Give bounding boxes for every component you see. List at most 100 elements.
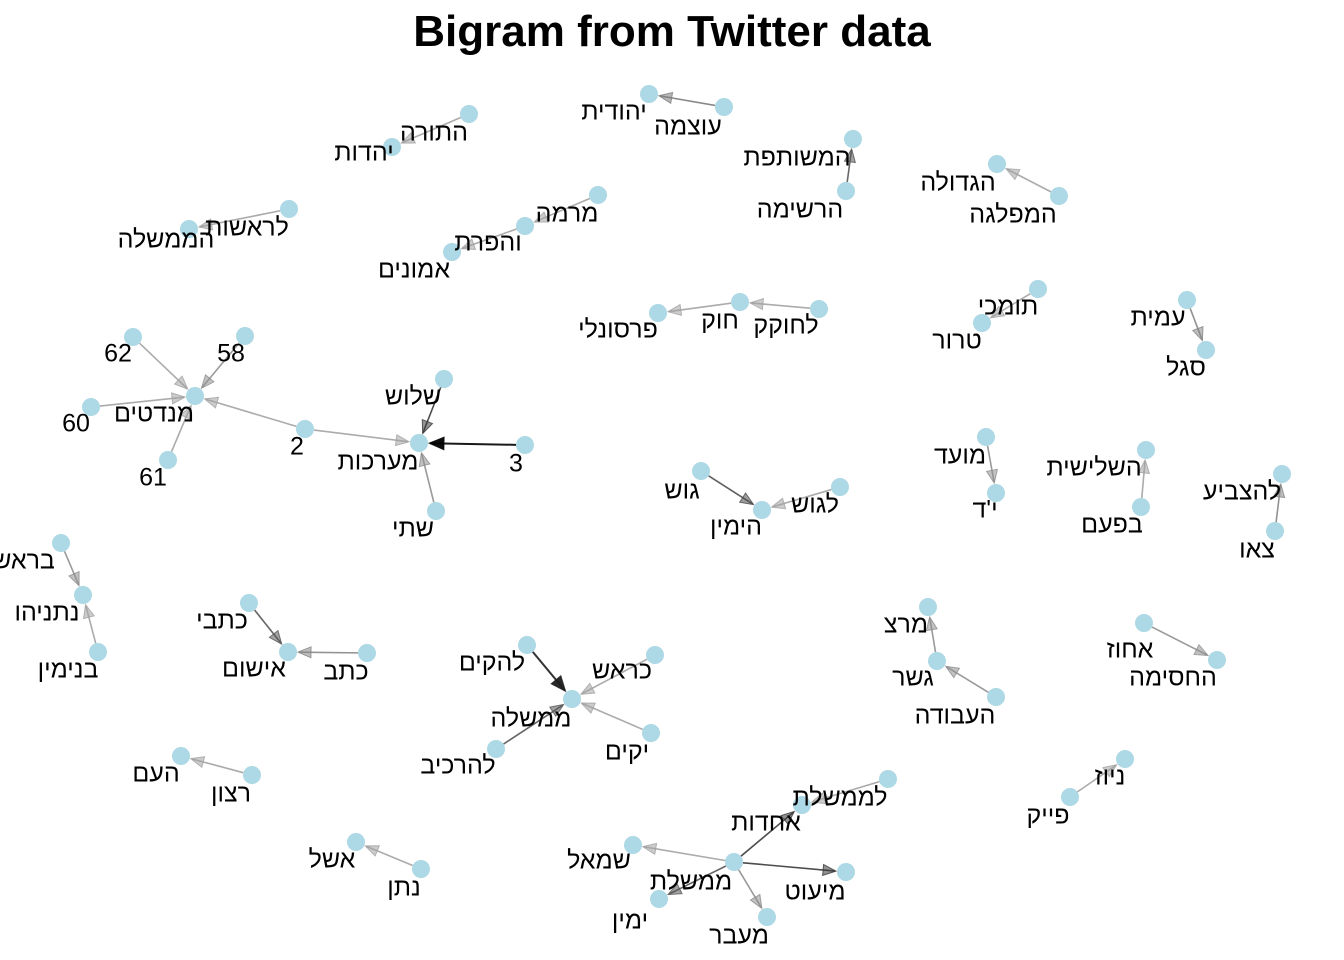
node-shalosh xyxy=(435,370,453,388)
nodes-layer xyxy=(52,85,1291,926)
node-otzma xyxy=(715,98,733,116)
edge-n2-to-mandatim xyxy=(205,398,297,428)
node-label-mandatim: מנדטים xyxy=(114,400,194,428)
node-memshala xyxy=(563,690,581,708)
node-maavar xyxy=(758,908,776,926)
arrowhead-mirma-to-vehafarat xyxy=(533,211,550,223)
node-label-hamemshala: הממשלה xyxy=(118,226,215,254)
node-meretz xyxy=(919,598,937,616)
node-hagdola xyxy=(988,155,1006,173)
node-hayamin xyxy=(753,501,771,519)
arrowhead-n62-to-mandatim xyxy=(173,375,189,390)
node-berosh xyxy=(52,534,70,552)
arrowhead-hok-to-personali xyxy=(666,303,683,317)
node-ktav xyxy=(358,644,376,662)
edge-n60-to-mandatim xyxy=(99,396,185,407)
node-label-gesher: גשר xyxy=(892,664,934,692)
node-label-n61: 61 xyxy=(139,464,167,492)
node-label-hashlishit: השלישית xyxy=(1046,454,1141,482)
node-label-hatora: התורה xyxy=(400,119,468,147)
arrowhead-vehafarat-to-emunim xyxy=(460,238,477,250)
arrowhead-n60-to-mandatim xyxy=(170,392,187,405)
node-label-hareshima: הרשימה xyxy=(757,196,843,224)
node-maarachot xyxy=(410,434,428,452)
node-label-kitvei: כתבי xyxy=(196,607,248,635)
node-hareshima xyxy=(837,182,855,200)
node-emunim xyxy=(443,243,461,261)
node-label-ishum: אישום xyxy=(222,655,286,683)
node-label-lehatzbia: להצביע xyxy=(1203,478,1281,506)
node-gesher xyxy=(928,652,946,670)
node-natan xyxy=(412,860,430,878)
arrowhead-leroshut-to-hamemshala xyxy=(197,218,214,231)
node-label-yod: י'ד xyxy=(972,496,997,524)
node-label-lememshelet: לממשלת xyxy=(792,784,887,812)
arrowhead-tomchei-to-teror xyxy=(989,305,1006,319)
node-label-tomchei: תומכי xyxy=(978,293,1039,321)
node-n60 xyxy=(82,398,100,416)
node-label-eshel: אשל xyxy=(309,846,356,874)
arrowhead-n61-to-mandatim xyxy=(180,404,192,421)
node-mirma xyxy=(589,186,607,204)
node-label-hachasima: החסימה xyxy=(1129,664,1217,692)
node-haavoda xyxy=(987,688,1005,706)
arrowhead-gesher-to-meretz xyxy=(925,615,938,632)
node-leharkiv xyxy=(487,740,505,758)
arrowhead-shalosh-to-maarachot xyxy=(421,418,434,435)
arrowhead-memshelet-to-yamin xyxy=(666,883,683,896)
arrowhead-memshelet-to-maavar xyxy=(749,893,763,910)
node-label-tzeu: צאו xyxy=(1239,536,1275,564)
node-label-shalosh: שלוש xyxy=(385,383,441,411)
node-label-miut: מיעוט xyxy=(784,878,845,906)
node-label-n60: 60 xyxy=(62,410,90,438)
node-label-maavar: מעבר xyxy=(709,922,769,950)
arrowhead-moed-to-yod xyxy=(985,468,998,485)
edge-n2-to-maarachot xyxy=(313,429,409,443)
node-n2 xyxy=(296,420,314,438)
node-label-yamin: ימין xyxy=(612,907,648,935)
arrowhead-otzma-to-yehudit xyxy=(657,91,674,105)
node-yod xyxy=(987,484,1005,502)
node-label-leroshut: לראשות xyxy=(205,214,289,242)
node-label-lehakim: להקים xyxy=(459,649,525,677)
node-moed xyxy=(977,428,995,446)
edge-memshelet-to-miut xyxy=(742,862,836,872)
arrowhead-memshelet-to-achdut xyxy=(779,810,796,825)
node-label-n3: 3 xyxy=(509,450,523,478)
arrowhead-ratzon-to-haam xyxy=(189,756,206,769)
arrowhead-bepaam-to-hashlishit xyxy=(1137,458,1151,474)
node-label-fake: פייק xyxy=(1027,802,1070,830)
node-label-smol: שמאל xyxy=(567,847,631,875)
arrowhead-n2-to-mandatim xyxy=(203,396,220,409)
node-lehatzbia xyxy=(1273,465,1291,483)
arrowhead-lagush-to-hayamin xyxy=(770,497,787,510)
node-label-natan: נתן xyxy=(387,874,421,902)
node-lagush xyxy=(831,478,849,496)
node-label-haavoda: העבודה xyxy=(915,702,996,730)
node-label-bepaam: בפעם xyxy=(1081,511,1143,539)
node-label-personali: פרסונלי xyxy=(578,316,658,344)
node-label-binyamin: בנימין xyxy=(38,656,99,684)
node-label-yehudit: יהודית xyxy=(581,98,646,126)
node-yahadut xyxy=(383,138,401,156)
node-label-otzma: עוצמה xyxy=(654,113,722,141)
node-hachasima xyxy=(1208,651,1226,669)
node-label-berosh: בראש xyxy=(0,547,55,575)
node-miut xyxy=(837,863,855,881)
node-shtei xyxy=(427,502,445,520)
arrowhead-binyamin-to-netanyahu xyxy=(82,603,95,620)
node-netanyahu xyxy=(74,586,92,604)
node-lahokek xyxy=(810,300,828,318)
edge-leroshut-to-hamemshala xyxy=(199,209,281,228)
node-memshelet xyxy=(725,853,743,871)
node-label-ktav: כתב xyxy=(323,658,368,686)
arrowhead-memshelet-to-smol xyxy=(641,842,658,856)
node-yehudit xyxy=(640,85,658,103)
arrowhead-hatora-to-yahadut xyxy=(400,132,417,144)
arrowhead-yakim-to-memshala xyxy=(579,702,597,714)
node-smol xyxy=(624,836,642,854)
node-label-memshala: ממשלה xyxy=(491,705,572,733)
arrowhead-hamiflaga-to-hagdola xyxy=(1004,167,1021,181)
node-amit xyxy=(1178,291,1196,309)
